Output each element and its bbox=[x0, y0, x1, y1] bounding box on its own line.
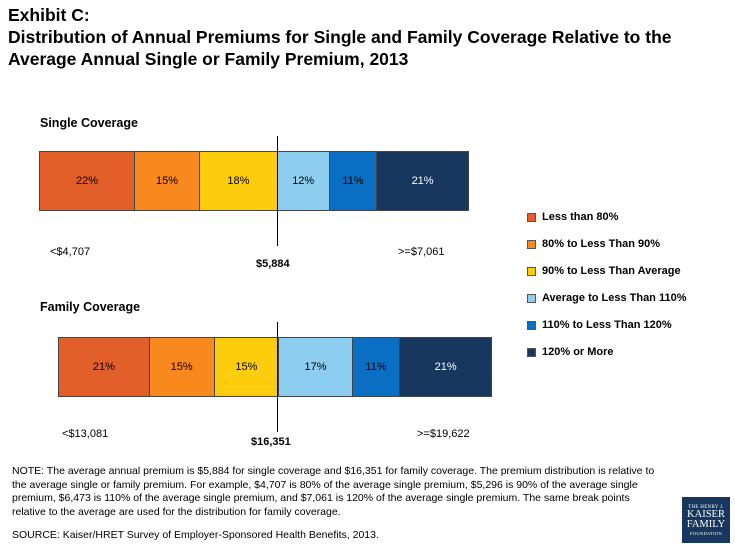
family-low-label: <$13,081 bbox=[62, 428, 109, 440]
single-average-line bbox=[277, 136, 278, 246]
single-segment-1: 22% bbox=[40, 152, 136, 210]
legend-label: 80% to Less Than 90% bbox=[542, 238, 660, 250]
family-average-label: $16,351 bbox=[251, 436, 291, 448]
legend-item-4: Average to Less Than 110% bbox=[527, 288, 687, 308]
family-coverage-bar: 21% 15% 15% 17% 11% 21% bbox=[58, 337, 492, 397]
family-segment-label-5: 11% bbox=[365, 361, 387, 373]
logo-line3: FAMILY bbox=[686, 518, 726, 530]
exhibit-title: Exhibit C: Distribution of Annual Premiu… bbox=[8, 4, 730, 70]
family-high-label: >=$19,622 bbox=[417, 428, 470, 440]
family-segment-label-2: 15% bbox=[170, 361, 193, 373]
single-segment-3: 18% bbox=[199, 152, 278, 210]
family-segment-label-1: 21% bbox=[92, 361, 115, 373]
family-segment-6: 21% bbox=[400, 338, 491, 396]
single-segment-label-2: 15% bbox=[156, 175, 179, 187]
legend-item-3: 90% to Less Than Average bbox=[527, 261, 687, 281]
family-segment-2: 15% bbox=[149, 338, 215, 396]
single-segment-label-3: 18% bbox=[227, 175, 250, 187]
family-segment-label-6: 21% bbox=[434, 361, 457, 373]
legend-label: 120% or More bbox=[542, 346, 614, 358]
legend-item-5: 110% to Less Than 120% bbox=[527, 315, 687, 335]
family-segment-1: 21% bbox=[59, 338, 150, 396]
family-segment-4: 17% bbox=[279, 338, 353, 396]
legend-swatch bbox=[527, 212, 536, 222]
single-segment-6: 21% bbox=[377, 152, 468, 210]
legend-label: 110% to Less Than 120% bbox=[542, 319, 672, 331]
family-segment-5: 11% bbox=[352, 338, 401, 396]
note-text: NOTE: The average annual premium is $5,8… bbox=[12, 465, 655, 518]
single-segment-label-5: 11% bbox=[342, 175, 364, 187]
logo-line4: FOUNDATION bbox=[690, 530, 722, 536]
chart-title: Distribution of Annual Premiums for Sing… bbox=[8, 27, 672, 69]
legend-label: 90% to Less Than Average bbox=[542, 265, 681, 277]
legend-swatch bbox=[527, 239, 536, 249]
family-average-line bbox=[277, 322, 278, 432]
legend: Less than 80% 80% to Less Than 90% 90% to … bbox=[527, 207, 687, 369]
family-segment-3: 15% bbox=[214, 338, 280, 396]
single-coverage-label: Single Coverage bbox=[40, 116, 138, 130]
family-segment-label-4: 17% bbox=[304, 361, 327, 373]
family-segment-label-3: 15% bbox=[235, 361, 258, 373]
kaiser-logo: THE HENRY J. KAISER FAMILY FOUNDATION bbox=[682, 497, 730, 543]
source-text: SOURCE: Kaiser/HRET Survey of Employer-S… bbox=[12, 529, 379, 541]
legend-item-1: Less than 80% bbox=[527, 207, 687, 227]
exhibit-label: Exhibit C: bbox=[8, 5, 90, 25]
single-coverage-bar: 22% 15% 18% 12% 11% 21% bbox=[39, 151, 469, 211]
single-segment-label-4: 12% bbox=[292, 175, 315, 187]
single-segment-label-1: 22% bbox=[76, 175, 99, 187]
single-segment-label-6: 21% bbox=[411, 175, 434, 187]
logo-line2: KAISER bbox=[687, 508, 725, 520]
family-coverage-label: Family Coverage bbox=[40, 300, 141, 314]
single-segment-4: 12% bbox=[277, 152, 330, 210]
legend-item-6: 120% or More bbox=[527, 342, 687, 362]
legend-swatch bbox=[527, 320, 536, 330]
legend-swatch bbox=[527, 266, 536, 276]
logo-line1: THE HENRY J. bbox=[688, 504, 724, 510]
legend-swatch bbox=[527, 347, 536, 357]
legend-item-2: 80% to Less Than 90% bbox=[527, 234, 687, 254]
single-average-label: $5,884 bbox=[256, 258, 290, 270]
single-low-label: <$4,707 bbox=[50, 246, 91, 258]
legend-swatch bbox=[527, 293, 536, 303]
legend-label: Less than 80% bbox=[542, 211, 619, 223]
legend-label: Average to Less Than 110% bbox=[542, 292, 687, 304]
single-segment-2: 15% bbox=[135, 152, 200, 210]
single-segment-5: 11% bbox=[329, 152, 378, 210]
single-high-label: >=$7,061 bbox=[398, 246, 445, 258]
